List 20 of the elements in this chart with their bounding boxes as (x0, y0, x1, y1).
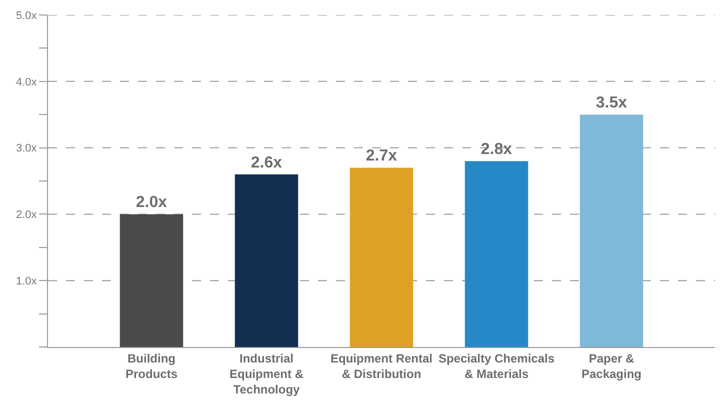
data-label: 2.6x (250, 154, 282, 172)
bar (234, 174, 298, 347)
x-tick-label: Industrial Equipment & Technology (230, 351, 304, 397)
bar (580, 114, 644, 347)
x-tick-label: Specialty Chemicals & Materials (438, 351, 555, 381)
x-tick-label: Building Products (125, 351, 178, 381)
bar (120, 214, 184, 347)
data-label: 2.7x (366, 148, 398, 165)
y-tick-label: 4.0x (16, 76, 38, 88)
bar (464, 161, 528, 347)
x-tick-label: Paper & Packaging (581, 351, 642, 381)
y-tick-label: 2.0x (16, 209, 38, 222)
data-label: 2.8x (480, 141, 512, 158)
y-tick-label: 1.0x (16, 275, 38, 288)
data-label: 3.5x (596, 94, 628, 112)
y-tick-label: 3.0x (16, 142, 38, 155)
x-tick-label: Equipment Rental & Distribution (330, 351, 433, 381)
bar (350, 168, 414, 347)
data-label: 2.0x (136, 194, 168, 212)
y-tick-label: 5.0x (16, 10, 38, 22)
